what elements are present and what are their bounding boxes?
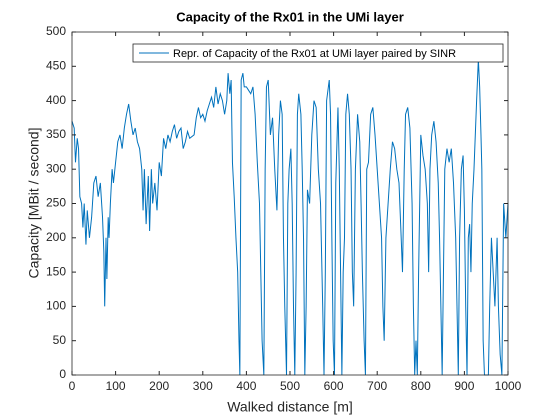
x-tick-label: 600 xyxy=(324,379,344,393)
y-tick-label: 150 xyxy=(46,264,66,278)
y-tick-label: 100 xyxy=(46,299,66,313)
x-axis-label: Walked distance [m] xyxy=(227,399,353,415)
plot-area xyxy=(72,32,508,375)
x-tick-label: 400 xyxy=(236,379,256,393)
x-tick-label: 200 xyxy=(149,379,169,393)
x-tick-label: 900 xyxy=(454,379,474,393)
x-tick-label: 300 xyxy=(193,379,213,393)
legend-label: Repr. of Capacity of the Rx01 at UMi lay… xyxy=(173,48,456,60)
axes-box xyxy=(71,31,509,376)
x-tick-label: 700 xyxy=(367,379,387,393)
x-tick-label: 500 xyxy=(280,379,300,393)
y-tick-label: 200 xyxy=(46,230,66,244)
legend-box xyxy=(132,43,504,63)
x-tick-label: 800 xyxy=(411,379,431,393)
y-tick-label: 400 xyxy=(46,93,66,107)
y-tick-label: 50 xyxy=(53,333,67,347)
y-tick-label: 300 xyxy=(46,161,66,175)
y-axis-label: Capacity [MBit / second] xyxy=(26,128,42,279)
chart-title: Capacity of the Rx01 in the UMi layer xyxy=(176,9,404,24)
y-tick-label: 450 xyxy=(46,58,66,72)
y-tick-label: 250 xyxy=(46,196,66,210)
y-tick-label: 0 xyxy=(59,367,66,381)
x-tick-label: 1000 xyxy=(495,379,522,393)
y-tick-label: 350 xyxy=(46,127,66,141)
x-tick-label: 0 xyxy=(69,379,76,393)
data-line xyxy=(71,59,509,376)
x-tick-label: 100 xyxy=(106,379,126,393)
y-tick-label: 500 xyxy=(46,24,66,38)
